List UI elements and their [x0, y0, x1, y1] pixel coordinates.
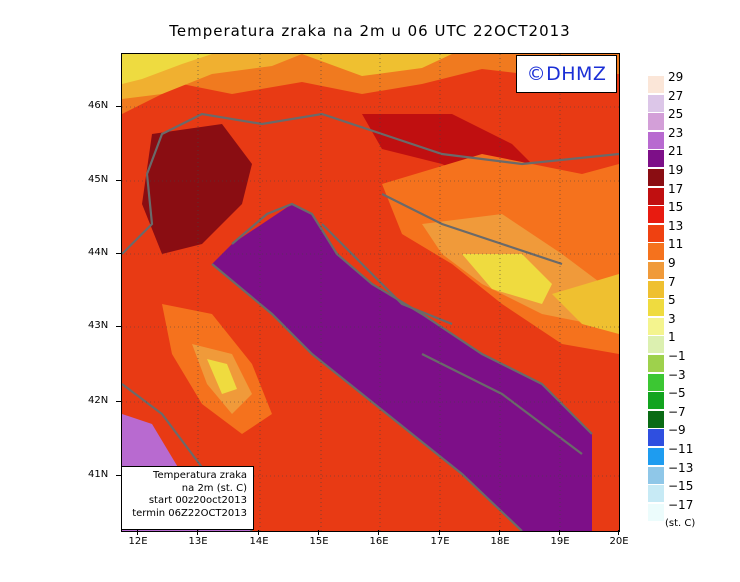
legend-swatch	[648, 485, 664, 503]
legend-label: 29	[668, 70, 684, 84]
lat-tick	[116, 106, 121, 107]
legend-swatch	[648, 336, 664, 354]
lon-tick	[318, 530, 319, 535]
lat-tick	[116, 475, 121, 476]
legend-label: 5	[668, 293, 676, 308]
lon-label: 14E	[249, 536, 269, 547]
legend-label: −5	[668, 386, 686, 401]
legend-swatch	[648, 113, 664, 131]
legend-label: 19	[668, 163, 684, 177]
legend-unit: (st. C)	[665, 518, 696, 529]
lat-label: 46N	[88, 100, 109, 111]
legend-label: 3	[668, 311, 676, 326]
lon-label: 17E	[430, 536, 450, 547]
lat-label: 42N	[88, 395, 109, 406]
legend-label: −9	[668, 423, 686, 438]
legend-label: 17	[668, 181, 684, 196]
legend-swatch	[648, 187, 664, 205]
info-line-2: na 2m (st. C)	[181, 482, 247, 494]
lon-label: 20E	[609, 536, 629, 547]
info-line-1: Temperatura zraka	[153, 470, 247, 481]
legend-swatch	[648, 131, 664, 149]
lon-tick	[258, 530, 259, 535]
legend-label: 23	[668, 125, 684, 140]
legend-label: −11	[668, 442, 694, 456]
legend-label: 21	[668, 144, 684, 159]
legend-swatch	[648, 243, 664, 261]
lon-tick	[499, 530, 500, 535]
legend-swatch	[648, 373, 664, 391]
lon-tick	[378, 530, 379, 535]
legend-swatch	[648, 503, 664, 521]
lon-tick	[197, 530, 198, 535]
lon-label: 19E	[550, 536, 570, 547]
legend-swatch	[648, 466, 664, 484]
lon-tick	[439, 530, 440, 535]
lat-tick	[116, 326, 121, 327]
lon-label: 13E	[188, 536, 208, 547]
legend-swatch	[648, 280, 664, 298]
legend-swatch	[648, 224, 664, 242]
legend-swatch	[648, 392, 664, 410]
legend-label: 7	[668, 274, 676, 289]
lat-label: 43N	[88, 320, 109, 331]
legend-swatch	[648, 169, 664, 186]
run-info-box: Temperatura zraka na 2m (st. C) start 00…	[121, 466, 254, 530]
legend-swatch	[648, 410, 664, 428]
info-line-3: start 00z20oct2013	[148, 495, 247, 506]
legend-swatch	[648, 150, 664, 168]
legend-swatch	[648, 76, 664, 93]
lon-tick	[137, 530, 138, 535]
legend-label: 9	[668, 256, 676, 270]
legend-label: 15	[668, 200, 684, 215]
map-title: Temperatura zraka na 2m u 06 UTC 22OCT20…	[169, 22, 571, 40]
lat-tick	[116, 180, 121, 181]
lon-label: 12E	[128, 536, 148, 547]
legend-swatch	[648, 94, 664, 112]
temperature-map	[121, 53, 620, 532]
temperature-field	[122, 54, 619, 531]
lat-tick	[116, 401, 121, 402]
legend-label: −15	[668, 479, 694, 494]
legend-label: 25	[668, 107, 684, 122]
legend-label: −17	[668, 497, 694, 512]
lon-label: 18E	[490, 536, 510, 547]
lat-label: 41N	[88, 469, 109, 480]
lat-tick	[116, 253, 121, 254]
legend-label: 27	[668, 88, 684, 103]
legend-label: 13	[668, 218, 684, 233]
lat-label: 45N	[88, 174, 109, 185]
legend-swatch	[648, 299, 664, 317]
info-line-4: termin 06Z22OCT2013	[132, 507, 247, 519]
legend-swatch	[648, 355, 664, 372]
legend-swatch	[648, 262, 664, 279]
legend-label: 11	[668, 237, 684, 252]
dhmz-logo: ©DHMZ	[516, 55, 617, 93]
lon-tick	[559, 530, 560, 535]
lat-label: 44N	[88, 247, 109, 258]
legend-label: −7	[668, 404, 686, 419]
legend-label: −13	[668, 460, 694, 475]
legend-swatch	[648, 206, 664, 224]
legend-label: −1	[668, 349, 686, 363]
lon-label: 16E	[369, 536, 389, 547]
lon-tick	[618, 530, 619, 535]
legend-swatch	[648, 429, 664, 447]
legend-label: 1	[668, 330, 676, 345]
legend-swatch	[648, 448, 664, 465]
legend-swatch	[648, 317, 664, 335]
lon-label: 15E	[309, 536, 329, 547]
legend-label: −3	[668, 367, 686, 382]
